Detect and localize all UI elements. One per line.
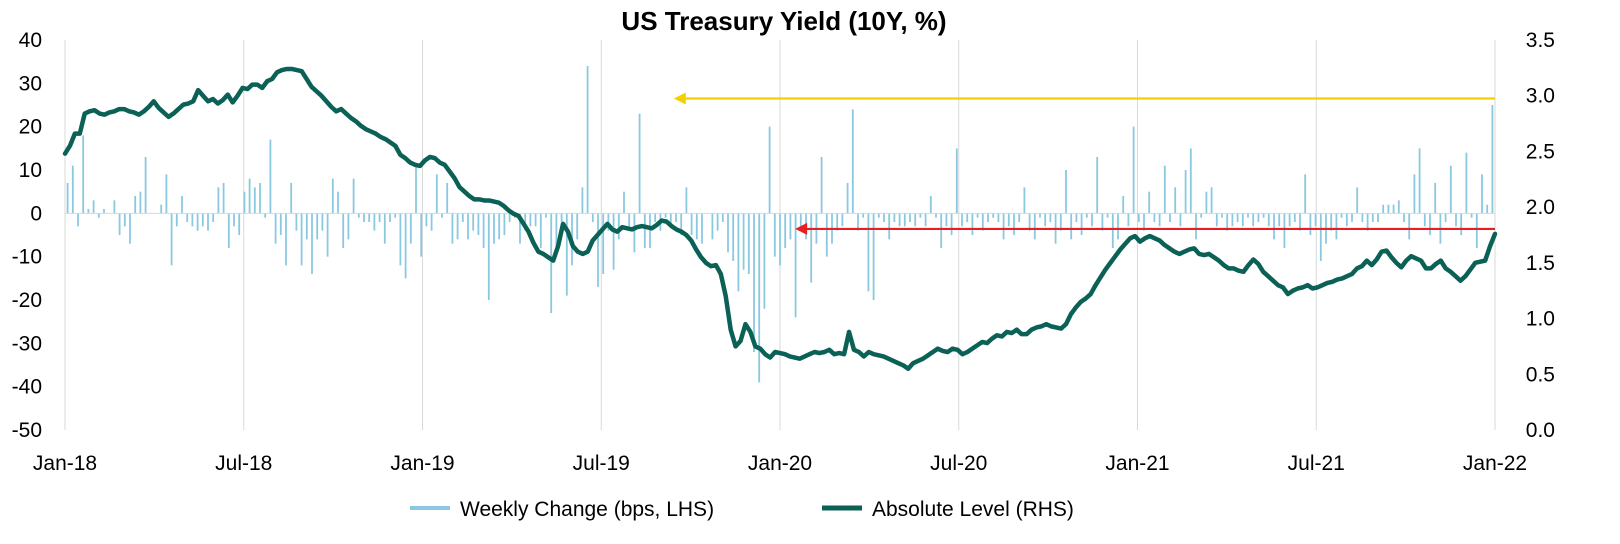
left-tick-40: 40 — [19, 29, 42, 52]
x-tick-jan-19: Jan-19 — [390, 452, 454, 475]
right-tick-0-0: 0.0 — [1526, 419, 1555, 442]
x-tick-jan-20: Jan-20 — [748, 452, 812, 475]
left-y-axis: 40 30 20 10 0 -10 -20 -30 -40 -50 — [12, 29, 42, 442]
x-tick-jul-18: Jul-18 — [215, 452, 272, 475]
left-tick-minus-30: -30 — [12, 332, 42, 355]
left-tick-10: 10 — [19, 159, 42, 182]
right-tick-0-5: 0.5 — [1526, 363, 1555, 386]
right-tick-3-0: 3.0 — [1526, 85, 1555, 108]
left-tick-30: 30 — [19, 72, 42, 95]
x-tick-jan-22: Jan-22 — [1463, 452, 1527, 475]
x-tick-jul-21: Jul-21 — [1288, 452, 1345, 475]
left-tick-minus-10: -10 — [12, 246, 42, 269]
legend-item-absolute-level: Absolute Level (RHS) — [822, 498, 1074, 521]
annotation-arrow-head — [795, 222, 808, 235]
right-tick-2-5: 2.5 — [1526, 140, 1555, 163]
left-tick-0: 0 — [30, 202, 42, 225]
left-tick-minus-20: -20 — [12, 289, 42, 312]
annotation-arrow-head — [673, 92, 686, 105]
right-tick-1-0: 1.0 — [1526, 308, 1555, 331]
legend-item-weekly-change: Weekly Change (bps, LHS) — [410, 498, 714, 521]
right-tick-2-0: 2.0 — [1526, 196, 1555, 219]
right-tick-1-5: 1.5 — [1526, 252, 1555, 275]
chart-title: US Treasury Yield (10Y, %) — [621, 6, 946, 36]
annotation-arrow-1 — [673, 92, 1495, 105]
annotations — [673, 92, 1495, 235]
absolute-level-line — [62, 66, 1498, 371]
annotation-arrow-2 — [795, 222, 1495, 235]
legend-label-weekly-change: Weekly Change (bps, LHS) — [460, 498, 714, 521]
x-tick-jul-19: Jul-19 — [573, 452, 630, 475]
legend-label-absolute-level: Absolute Level (RHS) — [872, 498, 1074, 521]
left-tick-20: 20 — [19, 116, 42, 139]
x-tick-jan-21: Jan-21 — [1105, 452, 1169, 475]
x-axis: Jan-18 Jul-18 Jan-19 Jul-19 Jan-20 Jul-20 Jan-… — [33, 452, 1527, 475]
weekly-change-bars — [66, 66, 1494, 383]
right-y-axis: 3.5 3.0 2.5 2.0 1.5 1.0 0.5 0.0 — [1526, 29, 1555, 442]
x-tick-jan-18: Jan-18 — [33, 452, 97, 475]
legend: Weekly Change (bps, LHS) Absolute Level … — [410, 498, 1074, 521]
left-tick-minus-40: -40 — [12, 376, 42, 399]
x-tick-jul-20: Jul-20 — [930, 452, 987, 475]
right-tick-3-5: 3.5 — [1526, 29, 1555, 52]
left-tick-minus-50: -50 — [12, 419, 42, 442]
